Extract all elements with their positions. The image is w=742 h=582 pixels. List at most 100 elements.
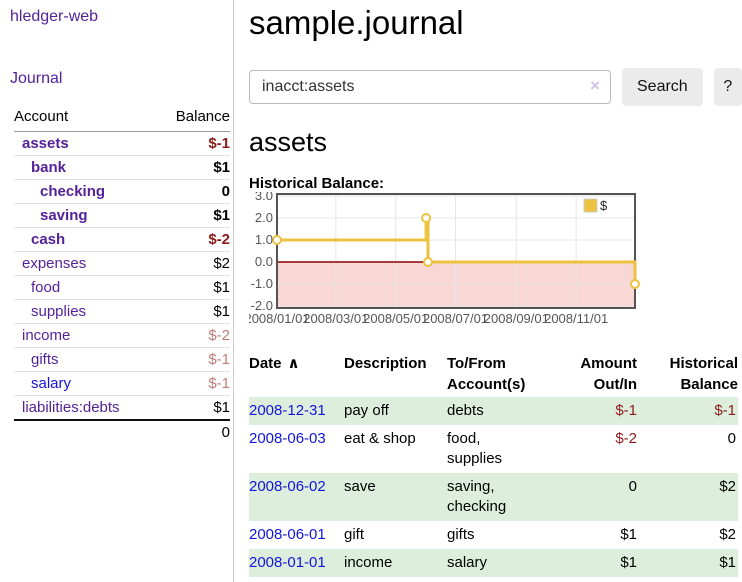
transaction-balance: $-1 bbox=[714, 402, 736, 419]
register-header-accounts[interactable]: To/From Account(s) bbox=[447, 355, 526, 393]
search-input[interactable] bbox=[249, 70, 611, 104]
transaction-description: save bbox=[344, 478, 376, 495]
transaction-date-link[interactable]: 2008-06-02 bbox=[249, 478, 326, 495]
search-button[interactable]: Search bbox=[622, 68, 703, 106]
account-link[interactable]: bank bbox=[31, 159, 67, 176]
register-header-row: Date ∧ Description To/From Account(s) Amo… bbox=[249, 351, 738, 397]
account-balance: 0 bbox=[156, 179, 230, 204]
transaction-date-cell: 2008-01-01 bbox=[249, 549, 344, 577]
transaction-date-cell: 2008-06-01 bbox=[249, 521, 344, 549]
transaction-description: eat & shop bbox=[344, 430, 416, 447]
chart-xtick-label: 2008/09/01 bbox=[484, 311, 549, 326]
account-name-cell: checking bbox=[14, 179, 157, 204]
account-row: checking 0 bbox=[14, 179, 230, 204]
account-name-cell: cash bbox=[14, 227, 157, 252]
account-link[interactable]: income bbox=[22, 327, 71, 344]
register-body: 2008-12-31 pay off debts $-1 $-1 2008-06-03 ea… bbox=[249, 397, 738, 577]
chart-plot-border bbox=[276, 193, 636, 309]
register-row: 2008-06-03 eat & shop food, supplies $-2 0 bbox=[249, 425, 738, 473]
account-name-cell: bank bbox=[14, 155, 157, 180]
transaction-balance: $2 bbox=[719, 526, 736, 543]
register-header-balance[interactable]: Historical Balance bbox=[669, 355, 738, 393]
chart-data-point bbox=[272, 235, 282, 245]
search-form: × Search ? bbox=[249, 68, 742, 106]
clear-search-icon[interactable]: × bbox=[590, 76, 600, 95]
register-row: 2008-01-01 income salary $1 $1 bbox=[249, 549, 738, 577]
account-balance: $1 bbox=[156, 395, 230, 420]
transaction-description: income bbox=[344, 554, 393, 571]
register-header-description[interactable]: Description bbox=[344, 355, 427, 372]
account-link[interactable]: liabilities:debts bbox=[22, 399, 120, 416]
account-balance: $2 bbox=[156, 251, 230, 276]
account-link[interactable]: expenses bbox=[22, 255, 87, 272]
account-balance: $-1 bbox=[156, 347, 230, 372]
account-name-cell: supplies bbox=[14, 299, 157, 324]
chart-section-label: Historical Balance: bbox=[249, 175, 385, 192]
chart-xtick-label: 2008/11/01 bbox=[544, 311, 608, 326]
app-brand-link[interactable]: hledger-web bbox=[10, 8, 99, 25]
legend-label: $ bbox=[600, 198, 608, 213]
register-header-amount[interactable]: Amount Out/In bbox=[580, 355, 637, 393]
account-link[interactable]: cash bbox=[31, 231, 66, 248]
transaction-description: pay off bbox=[344, 402, 389, 419]
accounts-header-balance: Balance bbox=[156, 105, 230, 132]
transaction-date-link[interactable]: 2008-06-01 bbox=[249, 526, 326, 543]
accounts-total-row: 0 bbox=[14, 419, 230, 444]
account-link[interactable]: salary bbox=[31, 375, 72, 392]
register-row: 2008-06-01 gift gifts $1 $2 bbox=[249, 521, 738, 549]
transaction-date-cell: 2008-06-02 bbox=[249, 473, 344, 521]
transaction-accounts: food, supplies bbox=[447, 430, 503, 467]
transaction-accounts: debts bbox=[447, 402, 484, 419]
account-balance: $1 bbox=[156, 299, 230, 324]
accounts-header-account: Account bbox=[14, 105, 157, 132]
account-name-cell: income bbox=[14, 323, 157, 348]
transaction-date-cell: 2008-06-03 bbox=[249, 425, 344, 473]
transaction-accounts: salary bbox=[447, 554, 488, 571]
page-title: sample.journal bbox=[249, 4, 464, 41]
account-balance: $1 bbox=[156, 203, 230, 228]
transaction-amount: $1 bbox=[620, 554, 637, 571]
accounts-header-row: Account Balance bbox=[14, 105, 230, 132]
chart-ytick-label: 0.0 bbox=[255, 254, 273, 269]
chart-ytick-label: 1.0 bbox=[255, 232, 273, 247]
accounts-total-value: 0 bbox=[156, 419, 230, 444]
transaction-description: gift bbox=[344, 526, 365, 543]
transaction-amount: $-2 bbox=[615, 430, 637, 447]
account-link[interactable]: food bbox=[31, 279, 61, 296]
register-header-date[interactable]: Date ∧ bbox=[249, 355, 300, 372]
account-row: expenses $2 bbox=[14, 251, 230, 276]
account-row: bank $1 bbox=[14, 155, 230, 180]
account-name-cell: assets bbox=[14, 132, 157, 156]
account-row: gifts $-1 bbox=[14, 347, 230, 372]
account-row: cash $-2 bbox=[14, 227, 230, 252]
chart-ytick-label: -2.0 bbox=[251, 298, 273, 313]
account-link[interactable]: supplies bbox=[31, 303, 87, 320]
sidebar-item-journal[interactable]: Journal bbox=[10, 70, 63, 87]
transaction-date-link[interactable]: 2008-01-01 bbox=[249, 554, 326, 571]
account-link[interactable]: saving bbox=[40, 207, 88, 224]
transaction-amount: $-1 bbox=[615, 402, 637, 419]
account-row: salary $-1 bbox=[14, 371, 230, 396]
account-link[interactable]: gifts bbox=[31, 351, 59, 368]
transaction-date-cell: 2008-12-31 bbox=[249, 397, 344, 425]
account-balance: $1 bbox=[156, 275, 230, 300]
main-content: sample.journal × Search ? assets Histori… bbox=[249, 0, 742, 577]
account-name-cell: gifts bbox=[14, 347, 157, 372]
register-table: Date ∧ Description To/From Account(s) Amo… bbox=[249, 351, 738, 577]
transaction-date-link[interactable]: 2008-06-03 bbox=[249, 430, 326, 447]
account-row: food $1 bbox=[14, 275, 230, 300]
account-link[interactable]: checking bbox=[40, 183, 106, 200]
account-name-cell: salary bbox=[14, 371, 157, 396]
chart-xtick-label: 2008/01/01 bbox=[249, 311, 310, 326]
register-row: 2008-12-31 pay off debts $-1 $-1 bbox=[249, 397, 738, 425]
help-button[interactable]: ? bbox=[713, 68, 742, 106]
account-row: supplies $1 bbox=[14, 299, 230, 324]
search-input-wrap: × bbox=[249, 68, 611, 104]
accounts-body: assets $-1 bank $1 checking 0 saving $1 cash $-2 e… bbox=[14, 132, 230, 420]
historical-balance-chart: $3.0 2.0 1.0 0.0 -1.0 -2.0 2008/01/01 2008/03/0… bbox=[249, 192, 742, 337]
transaction-amount: $1 bbox=[620, 526, 637, 543]
account-link[interactable]: assets bbox=[22, 135, 69, 152]
transaction-date-link[interactable]: 2008-12-31 bbox=[249, 402, 326, 419]
chart-data-point bbox=[423, 257, 434, 267]
chart-ytick-label: -1.0 bbox=[251, 276, 273, 291]
